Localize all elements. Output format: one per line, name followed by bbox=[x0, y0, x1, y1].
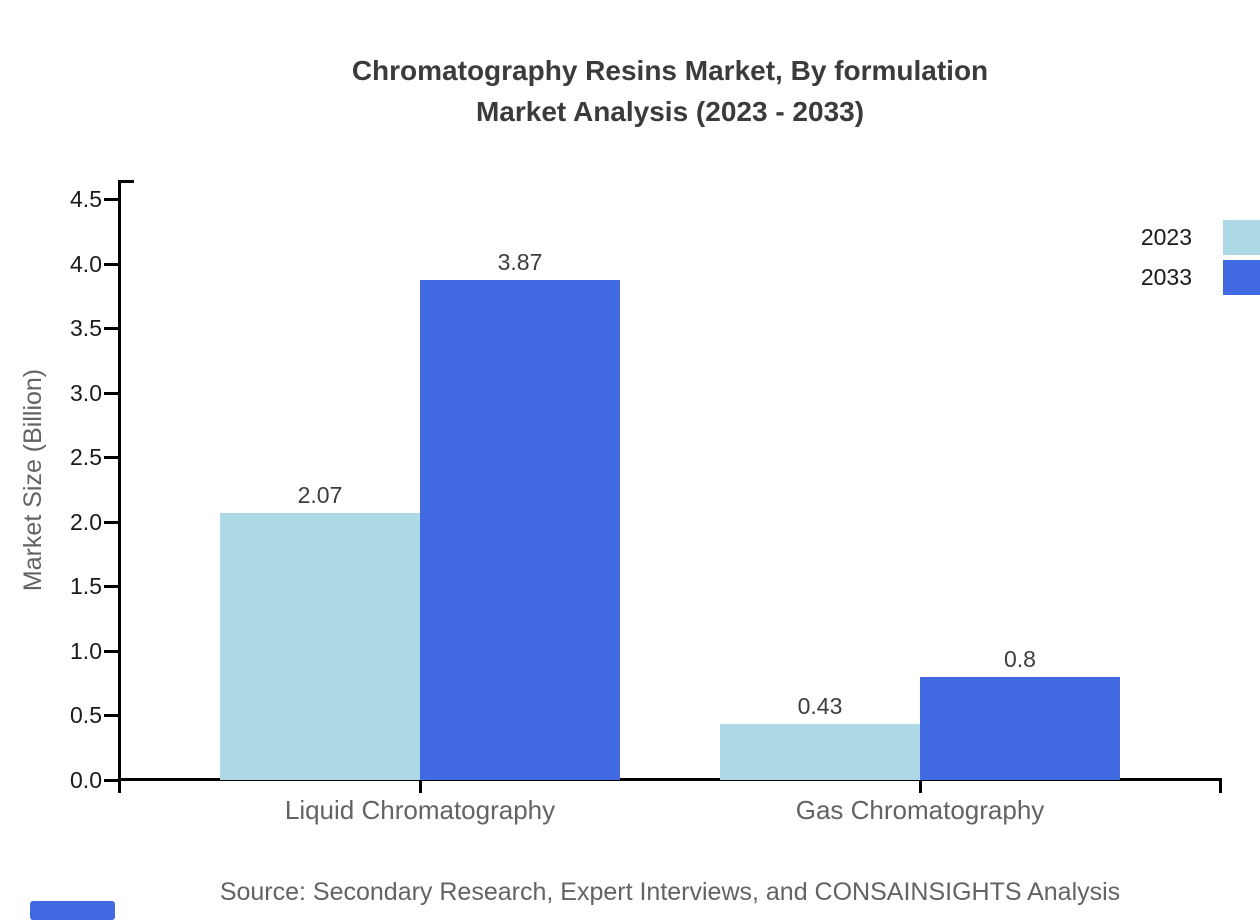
bar-gas-chromatography-2033 bbox=[920, 677, 1120, 780]
y-tick-mark bbox=[104, 198, 118, 201]
category-label: Liquid Chromatography bbox=[284, 795, 556, 825]
bar-gas-chromatography-2023 bbox=[720, 724, 920, 780]
y-tick-label: 1.5 bbox=[70, 573, 102, 600]
bar-liquid-chromatography-2033 bbox=[420, 280, 620, 780]
x-axis-right-cap bbox=[1219, 778, 1222, 793]
y-tick-label: 4.5 bbox=[70, 186, 102, 212]
y-tick-label: 2.0 bbox=[70, 508, 102, 535]
y-tick-label: 3.5 bbox=[70, 315, 102, 342]
brand-logo-block bbox=[30, 901, 115, 920]
bar-liquid-chromatography-2023 bbox=[220, 513, 420, 780]
chart-title-line1: Chromatography Resins Market, By formula… bbox=[351, 55, 989, 86]
y-tick-mark bbox=[104, 456, 118, 460]
y-tick-label: 2.5 bbox=[70, 444, 102, 471]
y-tick-mark bbox=[104, 520, 118, 524]
y-tick-mark bbox=[104, 649, 118, 653]
legend-swatch-2033 bbox=[1223, 260, 1260, 295]
legend-label-2033: 2033 bbox=[1140, 264, 1192, 290]
bar-value-label: 0.8 bbox=[1004, 646, 1036, 672]
x-tick-mark bbox=[419, 780, 422, 793]
category-label: Gas Chromatography bbox=[795, 795, 1045, 825]
legend-swatch-2023 bbox=[1223, 220, 1260, 255]
y-tick-mark bbox=[104, 391, 118, 395]
y-tick-label: 1.0 bbox=[70, 637, 102, 664]
y-tick-mark bbox=[104, 779, 118, 782]
y-axis-top-cap bbox=[118, 180, 134, 183]
x-tick-mark bbox=[919, 780, 922, 793]
source-caption: Source: Secondary Research, Expert Inter… bbox=[219, 878, 1121, 906]
y-axis-line bbox=[118, 180, 121, 793]
y-tick-mark bbox=[104, 714, 118, 718]
x-axis-line bbox=[118, 778, 1222, 781]
y-tick-mark bbox=[104, 585, 118, 589]
chart-title-line2: Market Analysis (2023 - 2033) bbox=[475, 96, 865, 127]
bar-value-label: 3.87 bbox=[497, 249, 543, 275]
legend-label-2023: 2023 bbox=[1140, 224, 1192, 250]
y-tick-label: 0.5 bbox=[70, 702, 102, 729]
y-tick-label: 3.0 bbox=[70, 379, 102, 406]
bar-value-label: 2.07 bbox=[297, 482, 343, 508]
y-tick-label: 4.0 bbox=[70, 250, 102, 277]
chart-title: Chromatography Resins Market, By formula… bbox=[80, 50, 1260, 132]
y-tick-mark bbox=[104, 327, 118, 331]
y-tick-mark bbox=[104, 262, 118, 266]
bar-value-label: 0.43 bbox=[797, 693, 843, 719]
y-tick-label: 0.0 bbox=[70, 767, 102, 793]
legend: 2023 2033 bbox=[1080, 220, 1260, 300]
